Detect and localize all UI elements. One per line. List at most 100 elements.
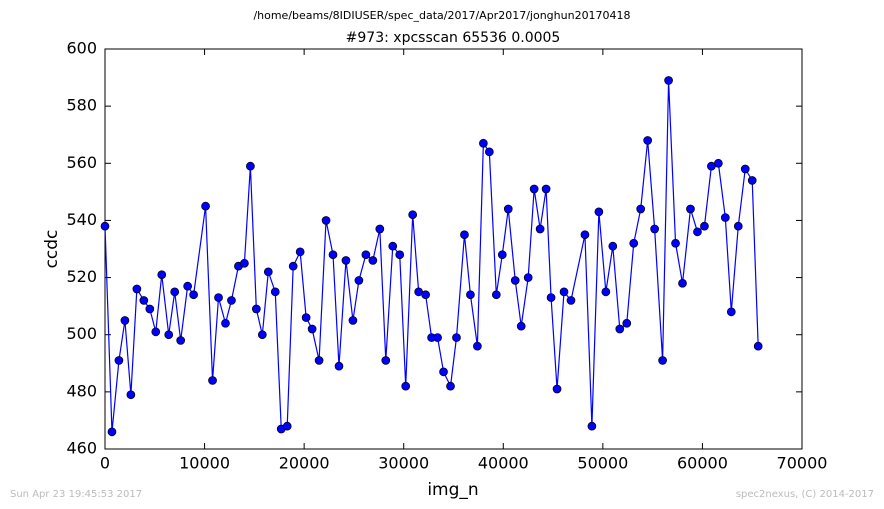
x-tick-label: 30000	[378, 454, 429, 473]
data-point	[503, 204, 513, 214]
data-point	[678, 278, 687, 288]
data-point	[491, 290, 501, 300]
header: /home/beams/8IDIUSER/spec_data/2017/Apr2…	[253, 9, 630, 22]
data-line	[104, 80, 759, 432]
data-point	[523, 273, 533, 282]
data-point	[446, 381, 455, 391]
data-point	[484, 147, 494, 157]
data-point	[368, 256, 378, 265]
data-point	[546, 293, 556, 302]
data-point	[636, 204, 646, 214]
data-point	[151, 327, 161, 337]
data-point	[164, 330, 174, 340]
data-point	[421, 290, 430, 300]
data-point	[157, 270, 167, 280]
data-point	[282, 421, 292, 431]
data-point	[145, 304, 155, 314]
data-point	[460, 230, 469, 240]
data-point	[201, 201, 210, 211]
data-point	[388, 241, 398, 251]
x-tick-label: 70000	[777, 454, 828, 473]
data-point	[107, 427, 117, 437]
data-point	[433, 333, 442, 342]
x-tick-label: 20000	[279, 454, 330, 473]
data-point	[580, 230, 590, 240]
y-tick-label: 500	[66, 324, 97, 343]
data-point	[650, 224, 659, 234]
data-point	[740, 164, 750, 174]
data-point	[601, 287, 611, 297]
data-point	[208, 376, 217, 385]
data-point	[361, 250, 371, 260]
data-point	[473, 341, 482, 351]
data-point	[559, 287, 569, 297]
data-point	[714, 158, 723, 168]
data-point	[221, 318, 230, 328]
data-point	[541, 184, 551, 194]
y-tick-label: 580	[66, 96, 97, 115]
data-point	[466, 290, 475, 300]
data-point	[251, 304, 261, 314]
data-point	[395, 250, 405, 260]
data-point	[381, 356, 391, 365]
y-tick-label: 540	[66, 210, 97, 229]
data-point	[139, 296, 149, 305]
data-point	[452, 333, 461, 342]
data-point	[132, 284, 142, 294]
data-point	[608, 241, 618, 251]
data-point	[753, 341, 763, 351]
data-point	[295, 247, 305, 257]
data-point	[170, 287, 180, 297]
data-point	[622, 318, 632, 328]
data-point	[246, 161, 255, 171]
data-point	[270, 287, 280, 297]
data-point	[510, 276, 520, 285]
data-point	[126, 390, 136, 400]
y-axis-label: ccdc	[42, 230, 62, 269]
x-tick-label: 50000	[577, 454, 628, 473]
data-point	[288, 261, 298, 271]
data-point	[100, 221, 110, 231]
data-point	[671, 238, 680, 248]
footer-left: Sun Apr 23 19:45:53 2017	[10, 489, 142, 500]
data-point	[348, 316, 358, 325]
data-point	[535, 224, 545, 234]
y-tick-label: 600	[66, 39, 97, 58]
data-point	[720, 213, 730, 222]
data-point	[334, 361, 344, 371]
data-point	[629, 238, 639, 248]
data-point	[516, 321, 526, 331]
data-point	[726, 307, 736, 317]
data-point	[354, 276, 364, 285]
footer-right: spec2nexus, (C) 2014-2017	[736, 489, 874, 500]
data-point	[552, 384, 562, 394]
data-point	[240, 258, 249, 268]
data-point	[693, 227, 702, 237]
x-axis-label: img_n	[427, 480, 478, 500]
data-point	[263, 267, 273, 277]
data-point	[566, 296, 576, 305]
data-point	[439, 367, 448, 377]
data-point	[700, 221, 709, 231]
y-tick-label: 480	[66, 381, 97, 400]
y-tick-label: 560	[66, 153, 97, 172]
data-point	[120, 316, 130, 325]
x-tick-label: 60000	[677, 454, 728, 473]
data-point	[747, 176, 757, 185]
x-tick-label: 40000	[478, 454, 529, 473]
data-point	[686, 204, 695, 214]
data-point	[479, 138, 488, 148]
data-point	[664, 76, 673, 85]
data-point	[214, 293, 223, 302]
data-point	[587, 421, 597, 431]
data-point	[594, 207, 604, 217]
data-point	[497, 250, 507, 260]
y-tick-label: 460	[66, 439, 97, 458]
data-point	[314, 356, 324, 365]
data-point	[189, 290, 198, 300]
data-point	[321, 216, 331, 225]
data-point	[328, 250, 338, 260]
x-tick-label: 0	[100, 454, 110, 473]
data-point	[643, 136, 653, 145]
